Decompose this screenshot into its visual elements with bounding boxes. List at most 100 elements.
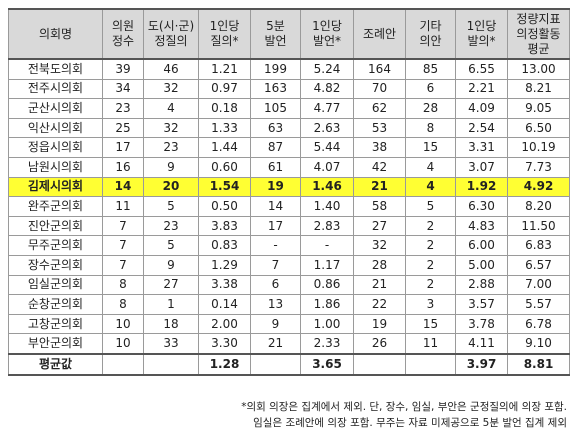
council-activity-table: 의회명 의원 정수 도(시·군) 정질의 1인당 질의* 5분 발언 1인당 발언* 조례안 기타 의안 1… [8,8,570,376]
average-label-cell: 평균값 [8,352,103,376]
column-header-line: 발언 [264,34,287,48]
value-cell: 61 [250,156,301,178]
value-cell: 3.78 [455,313,508,335]
value-cell: 6.30 [455,196,508,217]
column-header: 의회명 [8,8,103,60]
value-cell: 9 [250,313,301,335]
value-cell: 18 [143,313,199,335]
column-header: 1인당 질의* [198,8,251,60]
council-name-cell: 정읍시의회 [8,137,103,158]
value-cell: 8.20 [507,196,570,217]
value-cell: 6.83 [507,235,570,256]
table-row: 정읍시의회 17 23 1.44 87 5.44 38 15 3.31 10.19 [8,137,570,158]
value-cell: 2.54 [455,117,508,139]
value-cell: 0.83 [198,235,251,256]
value-cell: 26 [353,333,406,355]
value-cell: 9.05 [507,98,570,119]
column-header-line: 조례안 [362,26,397,41]
value-cell: 4.11 [455,333,508,355]
value-cell: 20 [143,176,199,198]
value-cell: 27 [143,274,199,296]
value-cell: 3.57 [455,294,508,315]
value-cell: 0.18 [198,98,251,119]
value-cell: 17 [250,215,301,237]
value-cell: 2.83 [300,215,354,237]
column-header-line: 의원 [111,19,135,33]
column-header: 도(시·군) 정질의 [143,8,199,60]
value-cell: 8 [102,294,144,315]
average-value-cell [143,352,199,376]
value-cell: 11.50 [507,215,570,237]
value-cell: 6 [250,274,301,296]
value-cell: 7 [102,215,144,237]
value-cell: 2.21 [455,78,508,100]
table-row: 전주시의회 34 32 0.97 163 4.82 70 6 2.21 8.21 [8,78,570,100]
value-cell: 0.97 [198,78,251,100]
value-cell: 9 [143,156,199,178]
value-cell: 28 [405,98,456,119]
value-cell: 42 [353,156,406,178]
footnote-line-1: *의회 의장은 집계에서 제외. 단, 장수, 임실, 부안은 군정질의에 의장… [241,401,567,413]
value-cell: 5.00 [455,254,508,276]
column-header-line: 의정활동 [516,26,561,41]
average-value-cell [102,352,144,376]
value-cell: 0.60 [198,156,251,178]
value-cell: 1 [143,294,199,315]
value-cell: 46 [143,58,199,80]
value-cell: 1.86 [300,294,354,315]
value-cell: 85 [405,58,456,80]
council-name-cell: 장수군의회 [8,254,103,276]
column-header-line: 기타 [419,19,442,33]
column-header: 의원 정수 [102,8,144,60]
value-cell: 32 [143,78,199,100]
value-cell: 10 [102,313,144,335]
value-cell: 1.92 [455,176,508,198]
council-name-cell: 부안군의회 [8,333,103,355]
value-cell: 1.40 [300,196,354,217]
value-cell: 2.63 [300,117,354,139]
table-row: 남원시의회 16 9 0.60 61 4.07 42 4 3.07 7.73 [8,156,570,178]
value-cell: 13.00 [507,58,570,80]
value-cell: 16 [102,156,144,178]
value-cell: 4.09 [455,98,508,119]
value-cell: 4 [405,156,456,178]
table-row: 임실군의회 8 27 3.38 6 0.86 21 2 2.88 7.00 [8,274,570,296]
column-header-line: 5분 [266,19,285,33]
value-cell: 105 [250,98,301,119]
council-name-cell: 군산시의회 [8,98,103,119]
table-row: 진안군의회 7 23 3.83 17 2.83 27 2 4.83 11.50 [8,215,570,237]
value-cell: 4.82 [300,78,354,100]
average-value-cell [405,352,456,376]
column-header: 정량지표 의정활동 평균 [507,8,570,60]
value-cell: 15 [405,313,456,335]
value-cell: 0.86 [300,274,354,296]
header-row: 의회명 의원 정수 도(시·군) 정질의 1인당 질의* 5분 발언 1인당 발언* 조례안 기타 의안 1… [8,8,570,60]
value-cell: 10.19 [507,137,570,158]
value-cell: 8 [102,274,144,296]
table-row: 장수군의회 7 9 1.29 7 1.17 28 2 5.00 6.57 [8,254,570,276]
value-cell: 23 [102,98,144,119]
value-cell: 5.24 [300,58,354,80]
value-cell: 21 [353,274,406,296]
council-name-cell: 순창군의회 [8,294,103,315]
value-cell: 6.55 [455,58,508,80]
value-cell: 5.57 [507,294,570,315]
average-value-cell: 1.28 [198,352,251,376]
column-header: 1인당 발의* [455,8,508,60]
value-cell: 1.00 [300,313,354,335]
value-cell: 7.73 [507,156,570,178]
value-cell: 63 [250,117,301,139]
table-row: 김제시의회 14 20 1.54 19 1.46 21 4 1.92 4.92 [8,176,570,198]
value-cell: 5 [143,235,199,256]
value-cell: 32 [353,235,406,256]
value-cell: 58 [353,196,406,217]
value-cell: 27 [353,215,406,237]
value-cell: 15 [405,137,456,158]
value-cell: 1.44 [198,137,251,158]
value-cell: 3 [405,294,456,315]
average-value-cell [250,352,301,376]
council-name-cell: 임실군의회 [8,274,103,296]
column-header: 1인당 발언* [300,8,354,60]
value-cell: 1.46 [300,176,354,198]
value-cell: 1.21 [198,58,251,80]
